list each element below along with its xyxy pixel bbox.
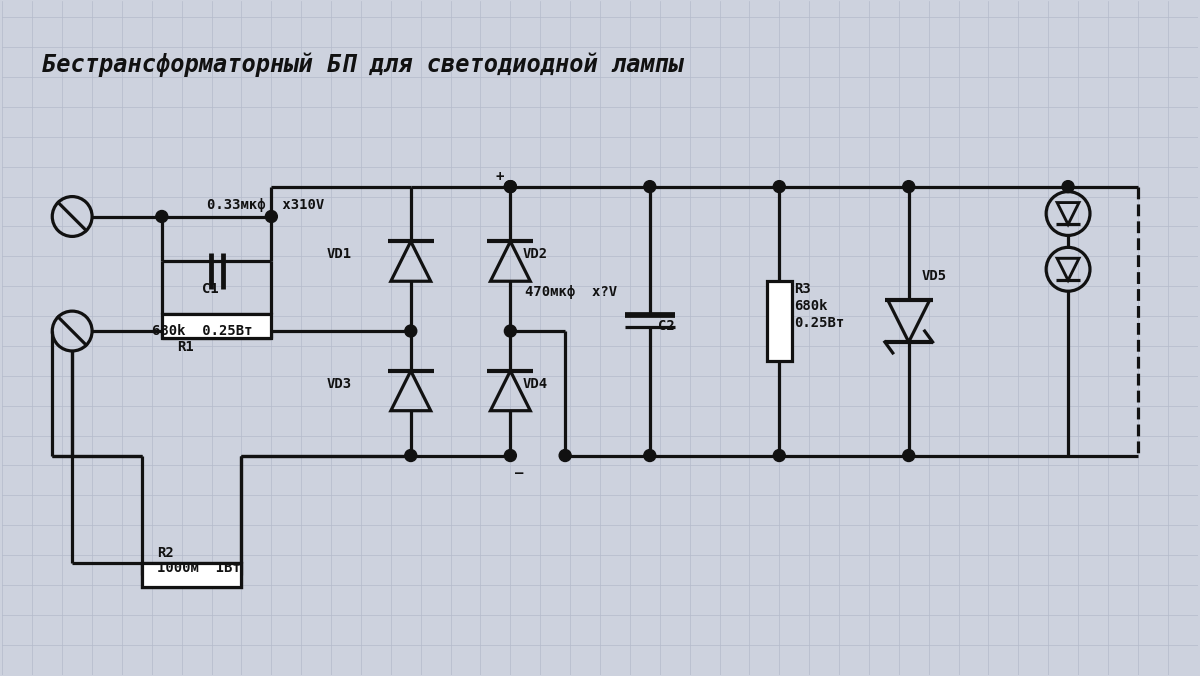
- Circle shape: [773, 180, 785, 193]
- Text: 470мкф  х?V: 470мкф х?V: [526, 285, 618, 299]
- Text: –: –: [515, 466, 523, 481]
- Text: VD2: VD2: [522, 247, 547, 262]
- Text: Бестрансформаторный БП для светодиодной лампы: Бестрансформаторный БП для светодиодной …: [42, 53, 684, 77]
- Text: 680k  0.25Вт: 680k 0.25Вт: [152, 324, 252, 338]
- Text: C2: C2: [658, 319, 674, 333]
- Bar: [162, 314, 271, 338]
- Text: 680k: 680k: [794, 299, 828, 313]
- Bar: [142, 563, 241, 587]
- Text: 1000м  1Вт: 1000м 1Вт: [157, 561, 240, 575]
- Circle shape: [265, 210, 277, 222]
- Text: R2: R2: [157, 546, 174, 560]
- Text: VD3: VD3: [326, 377, 352, 391]
- Circle shape: [504, 180, 516, 193]
- Text: VD4: VD4: [522, 377, 547, 391]
- Circle shape: [559, 450, 571, 462]
- Text: 0.33мкф  х310V: 0.33мкф х310V: [206, 197, 324, 212]
- Text: 0.25Вт: 0.25Вт: [794, 316, 845, 330]
- Circle shape: [644, 450, 655, 462]
- Circle shape: [644, 180, 655, 193]
- Circle shape: [1062, 180, 1074, 193]
- Circle shape: [902, 180, 914, 193]
- Bar: [767, 281, 792, 361]
- Circle shape: [504, 180, 516, 193]
- Bar: [142, 563, 241, 587]
- Circle shape: [504, 325, 516, 337]
- Text: R3: R3: [794, 282, 811, 296]
- Text: R1: R1: [176, 340, 193, 354]
- Circle shape: [404, 450, 416, 462]
- Text: +: +: [496, 170, 504, 184]
- Text: C1: C1: [202, 282, 218, 296]
- Text: VD5: VD5: [922, 269, 947, 283]
- Circle shape: [404, 325, 416, 337]
- Circle shape: [773, 450, 785, 462]
- Circle shape: [156, 210, 168, 222]
- Text: VD1: VD1: [326, 247, 352, 262]
- Circle shape: [902, 450, 914, 462]
- Circle shape: [504, 450, 516, 462]
